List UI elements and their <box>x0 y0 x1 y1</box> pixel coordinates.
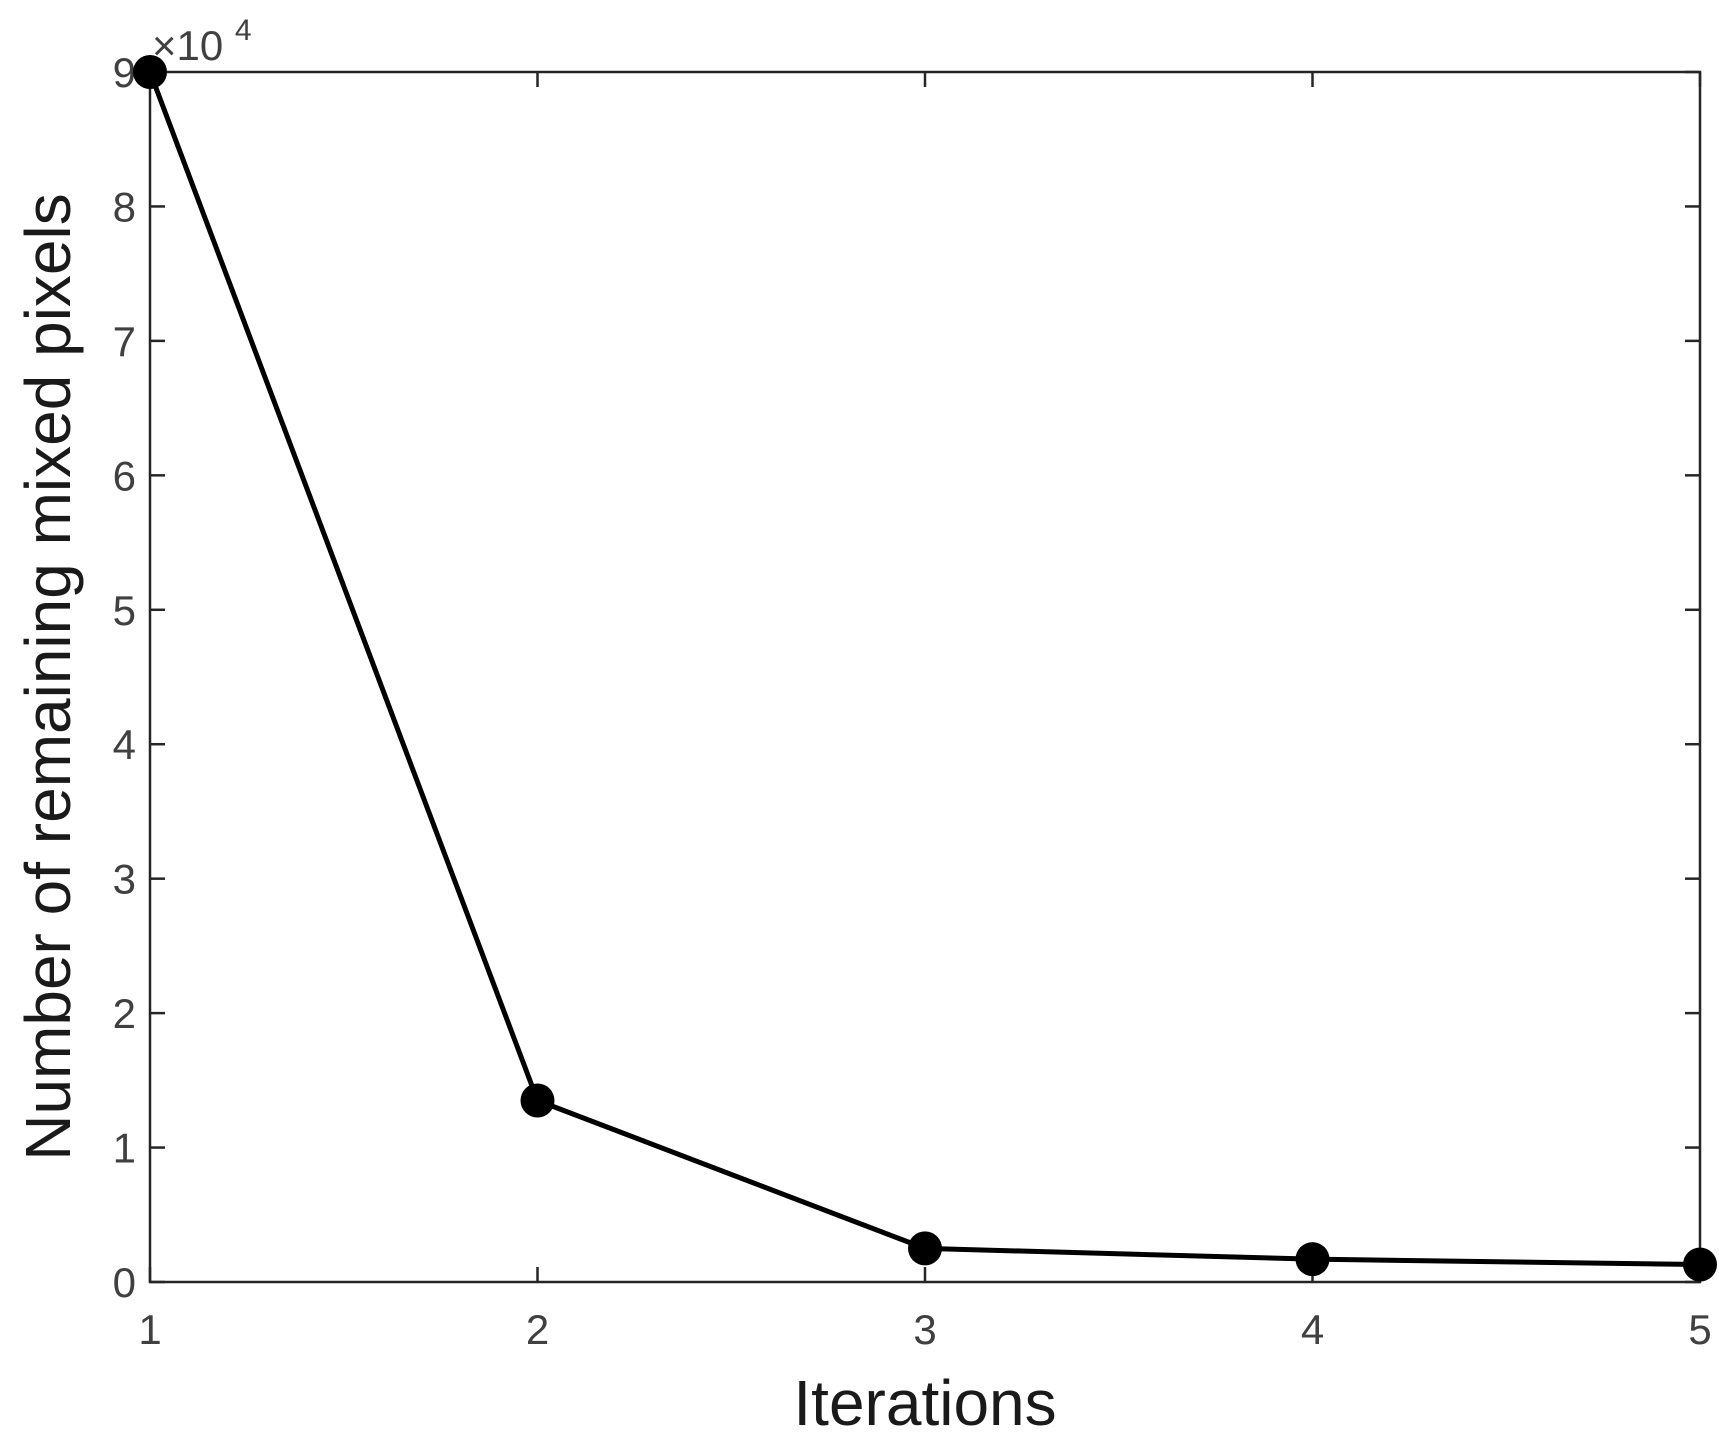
data-point <box>133 55 167 89</box>
series-line <box>147 71 1701 1268</box>
plot-frame <box>148 70 1702 1284</box>
plot-border <box>148 70 1702 1284</box>
y-tick-label: 8 <box>113 183 136 230</box>
data-point <box>520 1083 555 1118</box>
x-tick-label: 5 <box>1688 1306 1711 1353</box>
y-tick-label: 4 <box>113 721 136 768</box>
series-group <box>133 55 1717 1282</box>
data-point <box>1683 1247 1717 1282</box>
x-axis-ticks: 1 2 3 4 5 <box>138 72 1712 1353</box>
y-tick-label: 3 <box>113 856 136 903</box>
y-axis-ticks: 0 1 2 3 4 5 6 7 8 9 <box>113 49 1700 1306</box>
y-tick-label: 5 <box>113 587 136 634</box>
y-tick-label: 6 <box>113 452 136 499</box>
y-multiplier-base: ×10 <box>152 22 223 69</box>
y-axis-title: Number of remaining mixed pixels <box>12 193 84 1161</box>
y-tick-label: 7 <box>113 318 136 365</box>
y-tick-label: 0 <box>113 1259 136 1306</box>
x-tick-label: 3 <box>913 1306 936 1353</box>
x-axis-title: Iterations <box>793 1367 1056 1439</box>
x-tick-label: 1 <box>138 1306 161 1353</box>
x-tick-label: 4 <box>1301 1306 1324 1353</box>
y-multiplier-exponent: 4 <box>235 14 252 47</box>
data-point <box>1295 1242 1330 1277</box>
y-tick-label: 1 <box>113 1125 136 1172</box>
data-point <box>908 1231 942 1266</box>
y-tick-label: 9 <box>113 49 136 96</box>
y-axis-multiplier: ×10 4 <box>152 14 252 69</box>
y-tick-label: 2 <box>113 990 136 1037</box>
x-tick-label: 2 <box>526 1306 549 1353</box>
